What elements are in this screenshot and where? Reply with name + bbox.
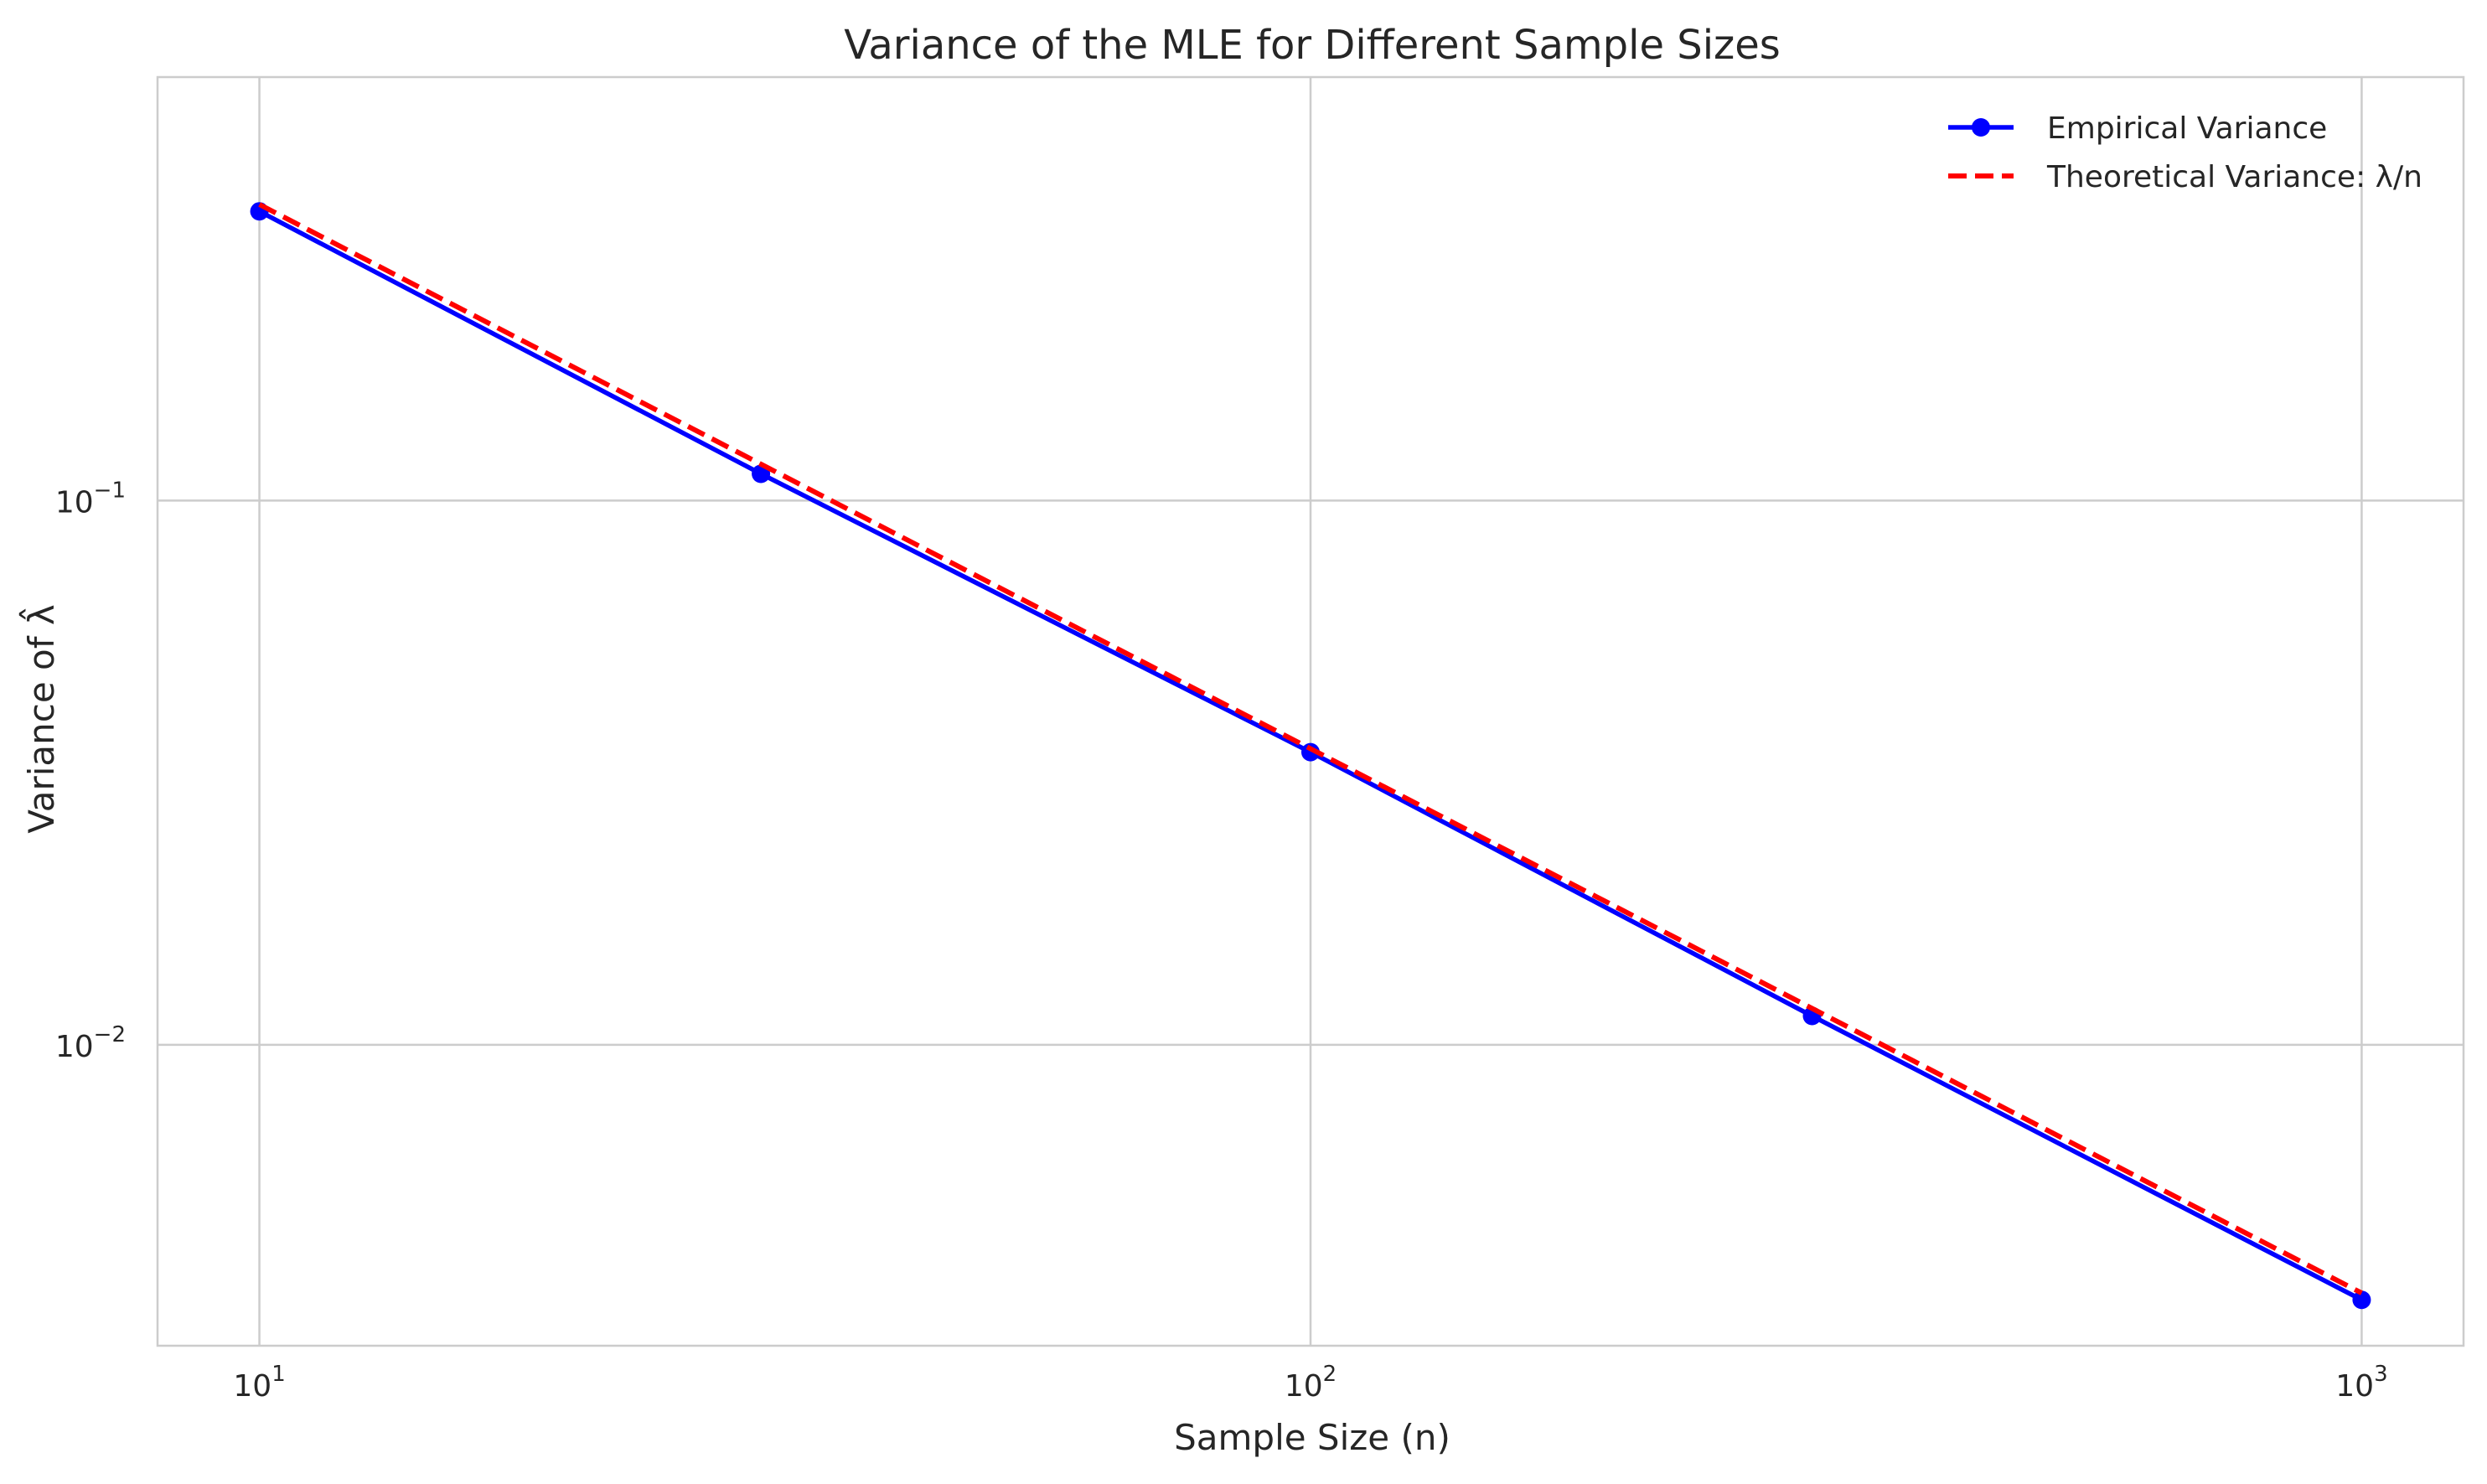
legend: Empirical Variance Theoretical Variance: … bbox=[1948, 111, 2422, 194]
y-tick-label: 10−1 bbox=[55, 478, 126, 520]
empirical-variance-point bbox=[1301, 742, 1320, 762]
y-tick-exponent: −2 bbox=[94, 1022, 126, 1047]
x-tick-exponent: 1 bbox=[271, 1362, 286, 1387]
theoretical-variance-line bbox=[258, 202, 2363, 1295]
empirical-variance-point bbox=[2352, 1290, 2371, 1310]
x-tick-base: 10 bbox=[2335, 1369, 2374, 1404]
x-tick-base: 10 bbox=[233, 1369, 271, 1404]
chart-title: Variance of the MLE for Different Sample… bbox=[844, 22, 1781, 69]
grid bbox=[158, 77, 2464, 1346]
x-tick-exponent: 2 bbox=[1323, 1362, 1337, 1387]
x-tick-label: 103 bbox=[2335, 1362, 2387, 1404]
legend-label: Empirical Variance bbox=[2047, 111, 2327, 146]
y-tick-base: 10 bbox=[55, 1030, 94, 1064]
series-layer bbox=[250, 202, 2371, 1310]
y-axis-label: Variance of λ̂ bbox=[18, 604, 62, 833]
y-tick-exponent: −1 bbox=[94, 478, 126, 503]
legend-marker bbox=[1972, 118, 1990, 137]
legend-label: Theoretical Variance: λ/n bbox=[2046, 160, 2422, 194]
x-tick-base: 10 bbox=[1285, 1369, 1323, 1404]
x-tick-label: 102 bbox=[1285, 1362, 1337, 1404]
x-axis-label: Sample Size (n) bbox=[1174, 1417, 1450, 1458]
y-tick-base: 10 bbox=[55, 485, 94, 520]
plot-frame bbox=[156, 75, 2465, 1347]
x-tick-exponent: 3 bbox=[2374, 1362, 2388, 1387]
x-tick-label: 101 bbox=[233, 1362, 285, 1404]
y-tick-label: 10−2 bbox=[55, 1022, 126, 1064]
